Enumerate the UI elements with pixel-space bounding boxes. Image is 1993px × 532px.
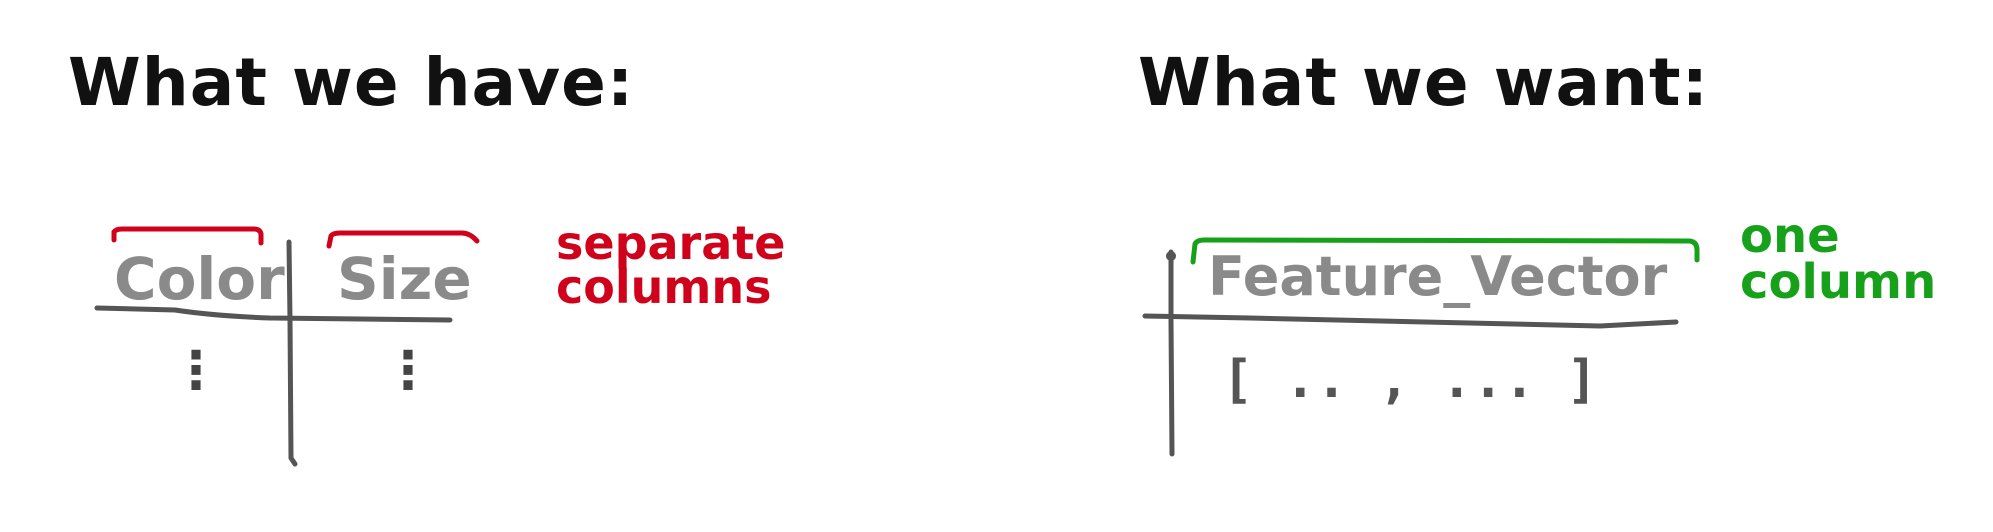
size-bracket (326, 230, 480, 249)
feature-vector-bracket (1190, 237, 1700, 265)
feature-vector-cell-value: [ .. , ... ] (1222, 350, 1598, 410)
feature-vector-column-header: Feature_Vector (1208, 245, 1668, 308)
one-column-annotation: one column (1740, 208, 1937, 310)
what-we-have-panel: What we have: Color Size ⋮ ⋮ separate co… (68, 44, 786, 467)
right-table-strokes (1142, 237, 1700, 457)
separate-columns-annotation: separate columns (556, 216, 786, 314)
left-table-strokes (94, 226, 480, 467)
left-header-rule (94, 305, 453, 323)
right-column-divider (1168, 249, 1175, 457)
right-header-rule (1142, 313, 1679, 329)
color-bracket (111, 226, 264, 246)
size-column-header: Size (337, 245, 472, 313)
what-we-have-heading: What we have: (68, 44, 635, 121)
what-we-want-panel: What we want: Feature_Vector [ .. , ... … (1100, 0, 1993, 532)
color-cell-ellipsis: ⋮ (170, 341, 222, 401)
size-cell-ellipsis: ⋮ (382, 341, 434, 401)
left-column-divider (286, 239, 298, 467)
color-column-header: Color (114, 245, 285, 313)
what-we-want-heading: What we want: (1138, 44, 1710, 121)
